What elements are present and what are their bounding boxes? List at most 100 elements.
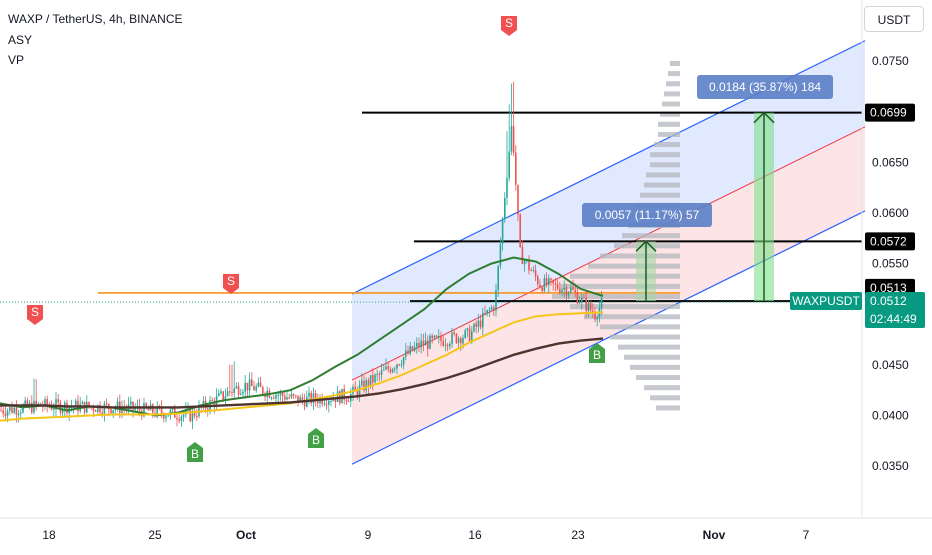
sell-signal-2-text: S <box>227 274 235 288</box>
indicator-asy-label[interactable]: ASY <box>8 33 33 47</box>
candle-body <box>330 400 332 402</box>
candle-body <box>462 337 464 344</box>
candle-body <box>24 400 26 406</box>
candle-body <box>501 218 504 244</box>
candle-body <box>105 403 108 405</box>
time-tick-label: 23 <box>571 528 585 542</box>
candle-body <box>521 247 524 264</box>
candle-body <box>451 332 453 344</box>
symbol-title[interactable]: WAXP / TetherUS, 4h, BINANCE <box>8 12 183 26</box>
candle-body <box>295 395 297 397</box>
candle-body <box>301 397 304 401</box>
candle-body <box>482 312 484 328</box>
candle-body <box>460 338 462 344</box>
candle-body <box>583 297 585 299</box>
candle-body <box>361 380 363 386</box>
currency-button[interactable]: USDT <box>864 6 924 32</box>
candle-body <box>523 260 526 264</box>
price-tag-0699: 0.0699 <box>865 103 915 122</box>
candle-body <box>114 408 117 411</box>
candle-body <box>262 386 264 394</box>
measure-label-large-bg <box>697 75 833 99</box>
measure-label-small-bg <box>582 203 712 227</box>
candle-body <box>400 364 403 366</box>
candle-body <box>176 417 178 420</box>
candle-body <box>303 400 306 407</box>
volume-profile-bar <box>662 101 680 107</box>
buy-signal-1-shape <box>187 442 203 462</box>
time-tick-label: Nov <box>703 528 726 542</box>
candle-body <box>242 391 244 394</box>
price-tag-0572-text: 0.0572 <box>870 234 907 248</box>
candle-body <box>53 409 55 411</box>
candle-body <box>433 335 436 339</box>
price-tag-0572-bg <box>865 232 915 251</box>
candle-body <box>317 399 319 404</box>
volume-profile-bar <box>644 182 680 188</box>
candle-body <box>464 330 466 338</box>
candle-body <box>224 396 227 400</box>
candle-body <box>59 402 62 413</box>
candle-body <box>229 391 231 393</box>
candle-body <box>251 379 253 387</box>
measure-label-small: 0.0057 (11.17%) 57 <box>582 203 712 227</box>
candle-body <box>55 399 57 410</box>
indicator-vp-label[interactable]: VP <box>8 53 25 67</box>
candle-body <box>444 344 447 346</box>
measure-label-large: 0.0184 (35.87%) 184 <box>697 75 833 99</box>
volume-profile-bar <box>664 91 680 97</box>
price-tick-label: 0.0350 <box>872 459 909 473</box>
buy-signal-3-text: B <box>593 348 601 362</box>
candle-body <box>512 126 515 153</box>
price-tick-label: 0.0600 <box>872 206 909 220</box>
candle-body <box>44 399 46 407</box>
candle-body <box>237 386 240 395</box>
channel-lower-line <box>351 210 866 465</box>
candle-body <box>211 400 213 402</box>
volume-profile-bar <box>636 375 680 381</box>
candle-body <box>550 278 552 280</box>
candle-body <box>594 313 596 320</box>
volume-profile-bar <box>650 162 680 168</box>
candle-body <box>2 410 4 414</box>
volume-profile-bar <box>600 324 680 330</box>
candle-body <box>314 393 317 400</box>
candle-body <box>431 335 433 339</box>
candle-body <box>477 320 480 327</box>
candle-body <box>6 410 9 416</box>
candle-body <box>334 398 337 402</box>
price-tick-label: 0.0550 <box>872 257 909 271</box>
candle-body <box>22 405 24 413</box>
candle-body <box>383 369 385 371</box>
symbol-tag: WAXPUSDT <box>790 292 862 310</box>
candle-body <box>11 407 13 413</box>
price-tag-0513-text: 0.0513 <box>870 281 907 295</box>
candle-body <box>380 370 383 375</box>
candle-body <box>479 320 482 328</box>
candle-body <box>248 379 251 391</box>
candle-body <box>160 407 163 414</box>
candle-body <box>31 402 33 413</box>
time-tick-label: 9 <box>365 528 372 542</box>
sell-signal-1-text: S <box>31 305 39 319</box>
candle-body <box>244 382 246 392</box>
candle-body <box>35 400 37 405</box>
price-tick-label: 0.0400 <box>872 409 909 423</box>
price-tick-label: 0.0450 <box>872 358 909 372</box>
candle-body <box>354 386 356 390</box>
candle-body <box>286 397 288 400</box>
candle-body <box>273 397 275 399</box>
volume-profile-bar <box>650 152 680 158</box>
candle-body <box>196 415 198 417</box>
volume-profile-bar <box>584 314 680 320</box>
volume-profile-bar <box>640 192 680 198</box>
candle-body <box>587 302 590 311</box>
candle-body <box>537 276 539 285</box>
candle-body <box>134 408 136 410</box>
candle-body <box>308 392 310 397</box>
candle-body <box>409 346 411 354</box>
candle-body <box>475 323 477 327</box>
candle-body <box>259 382 262 387</box>
candle-body <box>343 389 345 400</box>
